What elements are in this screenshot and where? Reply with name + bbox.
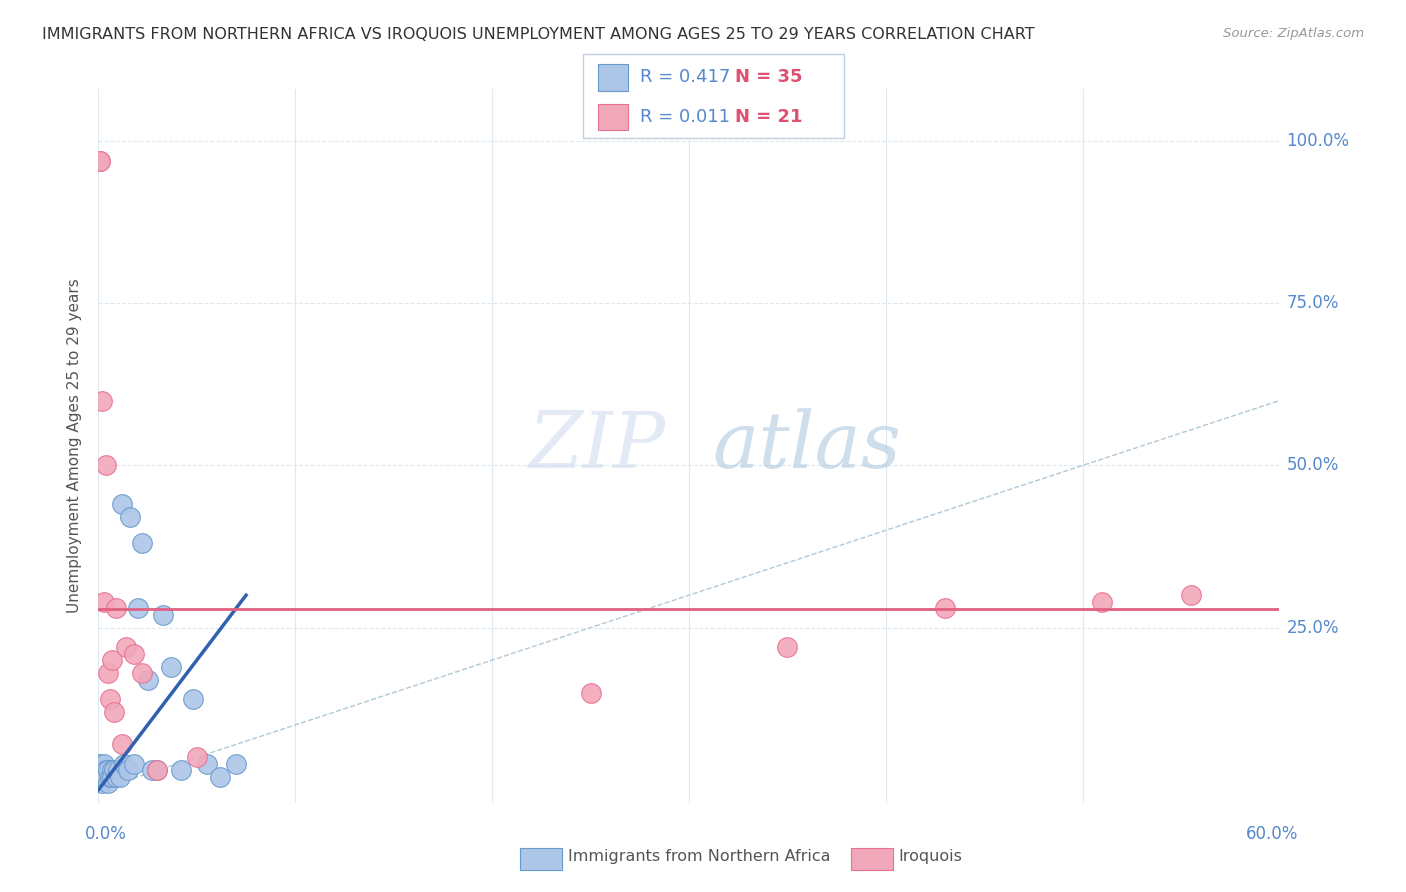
Text: 60.0%: 60.0% (1246, 825, 1299, 843)
Point (136, 673, 159, 687)
Point (89, 153, 111, 168)
Text: ZIP: ZIP (529, 408, 665, 484)
Point (170, 764, 193, 778)
Point (98, 692, 121, 706)
Point (97, 666, 120, 681)
Text: 75.0%: 75.0% (1286, 294, 1339, 312)
Point (152, 607, 174, 622)
Point (89, 153, 111, 168)
Text: Source: ZipAtlas.com: Source: ZipAtlas.com (1223, 27, 1364, 40)
Point (96, 770, 118, 784)
Point (103, 764, 125, 778)
Point (89, 770, 111, 784)
Point (118, 510, 141, 524)
Point (112, 756, 135, 771)
Point (141, 764, 163, 778)
Point (1091, 595, 1114, 609)
Point (89, 756, 111, 771)
Point (181, 692, 204, 706)
Point (101, 653, 124, 667)
Point (122, 756, 145, 771)
Point (122, 647, 145, 661)
Point (160, 659, 183, 673)
Text: R = 0.011: R = 0.011 (640, 108, 730, 126)
Point (225, 756, 247, 771)
Point (96, 458, 118, 473)
Point (93, 770, 115, 784)
Point (195, 756, 218, 771)
Point (103, 705, 125, 719)
Point (93, 595, 115, 609)
Point (209, 770, 232, 784)
Point (146, 764, 169, 778)
Point (93, 770, 115, 784)
Text: Immigrants from Northern Africa: Immigrants from Northern Africa (568, 849, 831, 863)
Point (111, 738, 134, 752)
Point (107, 764, 129, 778)
Text: 100.0%: 100.0% (1286, 132, 1350, 150)
Point (131, 666, 153, 681)
Text: 0.0%: 0.0% (84, 825, 127, 843)
Text: 25.0%: 25.0% (1286, 619, 1339, 637)
Point (127, 601, 149, 615)
Point (91, 764, 114, 778)
Text: Iroquois: Iroquois (898, 849, 962, 863)
Text: N = 35: N = 35 (735, 69, 803, 87)
Point (186, 750, 208, 764)
Point (776, 640, 799, 654)
Point (97, 776, 120, 790)
Point (111, 497, 134, 511)
Point (146, 764, 169, 778)
Text: R = 0.417: R = 0.417 (640, 69, 730, 87)
Point (91, 776, 114, 790)
Point (97, 764, 120, 778)
Point (91, 393, 114, 408)
Point (101, 770, 124, 784)
Text: IMMIGRANTS FROM NORTHERN AFRICA VS IROQUOIS UNEMPLOYMENT AMONG AGES 25 TO 29 YEA: IMMIGRANTS FROM NORTHERN AFRICA VS IROQU… (42, 27, 1035, 42)
Point (96, 764, 118, 778)
Point (101, 764, 124, 778)
Point (105, 601, 128, 615)
Point (934, 601, 956, 615)
Text: N = 21: N = 21 (735, 108, 803, 126)
Point (93, 756, 115, 771)
Text: 50.0%: 50.0% (1286, 457, 1339, 475)
Point (1180, 588, 1202, 602)
Text: atlas: atlas (713, 408, 901, 484)
Point (131, 536, 153, 550)
Point (115, 640, 138, 654)
Point (108, 770, 131, 784)
Point (117, 764, 139, 778)
Y-axis label: Unemployment Among Ages 25 to 29 years: Unemployment Among Ages 25 to 29 years (67, 278, 83, 614)
Point (98, 770, 121, 784)
Point (579, 685, 602, 699)
Point (105, 770, 128, 784)
